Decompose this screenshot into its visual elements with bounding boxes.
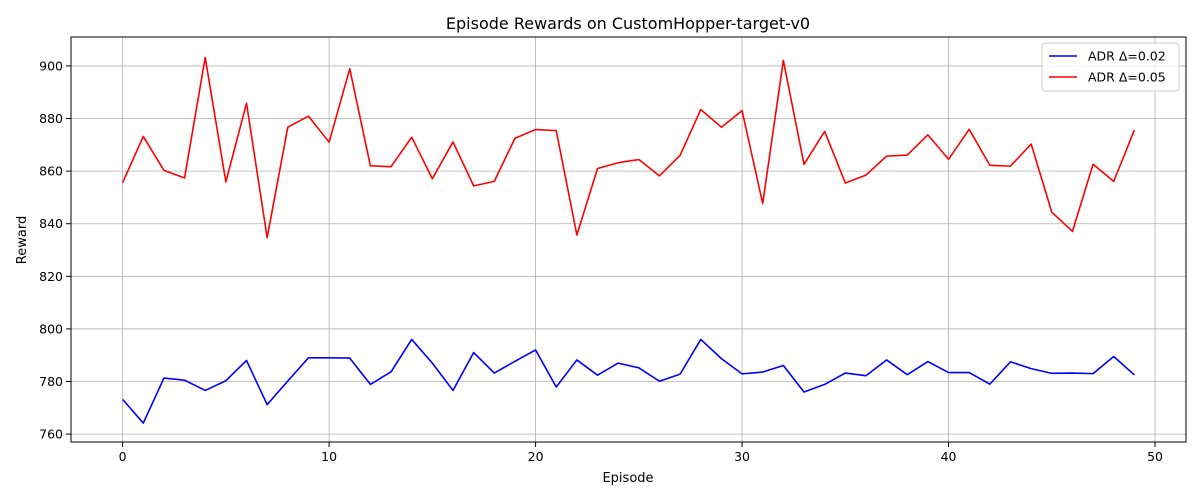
y-tick-label: 780: [39, 374, 63, 389]
series-line-2: [121, 56, 1136, 239]
x-tick-label: 40: [941, 449, 957, 464]
x-tick-label: 0: [119, 449, 127, 464]
y-tick-label: 900: [39, 58, 63, 73]
y-tick-label: 860: [39, 164, 63, 179]
y-tick-label: 820: [39, 269, 63, 284]
x-tick-label: 30: [734, 449, 750, 464]
series-line-1: [122, 338, 1135, 424]
x-tick-label: 10: [321, 449, 337, 464]
legend-box: [1041, 42, 1180, 92]
legend: ADR Δ=0.02 ADR Δ=0.05: [1041, 42, 1180, 92]
x-tick-label: 50: [1147, 449, 1163, 464]
y-axis-label: Reward: [15, 216, 30, 264]
x-axis-ticks: 0 10 20 30 40 50: [119, 442, 1163, 464]
y-tick-label: 880: [39, 111, 63, 126]
y-tick-label: 840: [39, 216, 63, 231]
series-lines: [121, 56, 1136, 424]
legend-label-2: ADR Δ=0.05: [1088, 70, 1166, 85]
y-axis-ticks: 760 780 800 820 840 860 880 900: [39, 58, 71, 442]
y-tick-label: 760: [39, 427, 63, 442]
y-tick-label: 800: [39, 321, 63, 336]
plot-frame: [70, 36, 1187, 443]
x-tick-label: 20: [528, 449, 544, 464]
legend-label-1: ADR Δ=0.02: [1088, 49, 1166, 64]
x-axis-label: Episode: [602, 471, 653, 486]
chart-title: Episode Rewards on CustomHopper-target-v…: [446, 14, 810, 33]
